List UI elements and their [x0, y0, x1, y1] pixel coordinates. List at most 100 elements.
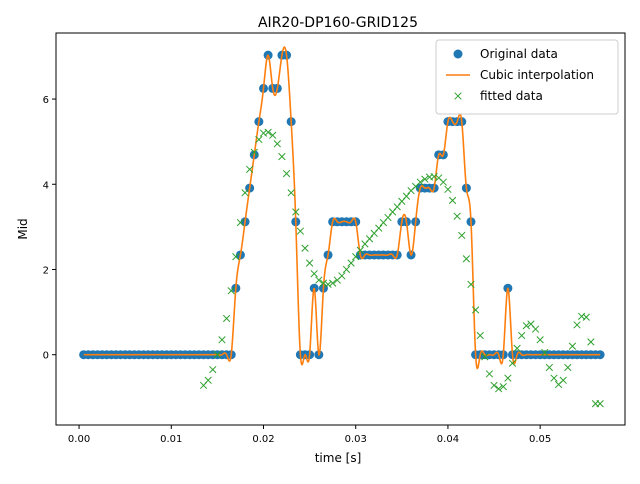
fitted-data-point [504, 374, 512, 382]
fitted-data-point [315, 276, 323, 284]
fitted-data-point [545, 363, 554, 372]
x-tick-label: 0.02 [252, 434, 274, 445]
fitted-data-point [439, 178, 447, 186]
fitted-data-point [430, 172, 438, 181]
fitted-data-point [513, 344, 521, 352]
y-tick-label: 4 [43, 180, 49, 191]
fitted-data-point [222, 314, 231, 323]
fitted-data-point [448, 196, 457, 205]
fitted-data-point [259, 129, 268, 137]
fitted-data-point [269, 131, 277, 139]
fitted-data-point [416, 178, 424, 186]
y-tick-label: 2 [43, 265, 49, 276]
fitted-data-point [264, 128, 272, 136]
fitted-data-point [356, 246, 364, 254]
fitted-data-point [287, 189, 295, 197]
fitted-data-point [531, 325, 540, 333]
x-axis-label: time [s] [315, 451, 362, 465]
fitted-data-point [204, 376, 212, 384]
fitted-data-point [467, 280, 475, 289]
fitted-data-point [232, 253, 240, 261]
fitted-data-point [319, 279, 328, 287]
fitted-data-point [518, 331, 526, 340]
y-tick-label: 6 [43, 95, 49, 106]
fitted-data-point [568, 342, 577, 350]
legend-entry: Cubic interpolation [446, 68, 594, 82]
fitted-data-point [296, 227, 305, 235]
fitted-data-point [301, 244, 309, 252]
legend-label: fitted data [480, 89, 543, 103]
fitted-data-point [310, 270, 318, 278]
fitted-data-point [282, 169, 291, 178]
fitted-data-point [365, 235, 374, 243]
x-tick-label: 0.04 [437, 434, 459, 445]
x-tick-label: 0.03 [345, 434, 367, 445]
fitted-data-point [485, 370, 494, 378]
fitted-data-point [347, 259, 355, 267]
fitted-data-point [209, 365, 217, 374]
fitted-data-point [384, 213, 392, 222]
fitted-data-point [338, 272, 346, 280]
legend-box [435, 39, 619, 115]
axes: 0.00 0.01 0.02 0.03 0.04 0.05 0 2 4 6 [43, 95, 552, 445]
fitted-data-point [559, 376, 567, 384]
legend-label: Cubic interpolation [480, 68, 594, 82]
x-tick-label: 0.05 [529, 434, 551, 445]
chart-title: AIR20-DP160-GRID125 [258, 15, 418, 31]
fitted-data-point [273, 140, 281, 148]
fitted-data-point [499, 382, 507, 391]
fitted-data-point [213, 351, 222, 359]
fitted-data-point [250, 148, 258, 156]
fitted-data-point [444, 185, 452, 194]
fitted-data-point [278, 152, 286, 161]
fitted-data-point [236, 218, 245, 227]
fitted-data-point [246, 165, 254, 174]
legend-label: Original data [480, 47, 558, 61]
legend-marker-fitted [454, 92, 462, 100]
fitted-data-point [578, 312, 586, 321]
y-tick-label: 0 [43, 351, 49, 362]
fitted-data-point [582, 313, 590, 321]
fitted-data-point [564, 363, 572, 372]
legend-entry: fitted data [454, 89, 543, 103]
fitted-data-point [495, 385, 503, 393]
fitted-data-point [255, 135, 263, 144]
plot-area [79, 46, 605, 408]
fitted-data-point [402, 192, 411, 200]
fitted-data-point [342, 265, 351, 274]
fitted-data-point [218, 336, 226, 344]
legend-marker-original [453, 49, 463, 59]
cubic-interpolation-line [83, 46, 601, 370]
x-tick-label: 0.00 [68, 434, 90, 445]
fitted-data-point [241, 189, 249, 197]
fitted-data-point [476, 331, 484, 340]
fitted-data-point [490, 381, 498, 390]
fitted-data-point [292, 208, 300, 216]
fitted-data-point [596, 400, 604, 408]
fitted-data-point [352, 253, 360, 261]
fitted-data-point [522, 322, 530, 330]
x-tick-label: 0.01 [160, 434, 182, 445]
fitted-data-point [550, 374, 558, 382]
fitted-data-point [458, 231, 466, 240]
fitted-data-point [421, 175, 429, 183]
fitted-data-point [573, 321, 581, 329]
fitted-data-point [453, 212, 461, 220]
y-axis-label: Mid [16, 218, 30, 239]
fitted-data-point [536, 336, 544, 344]
fitted-data-point [587, 338, 595, 346]
fitted-data-point [305, 259, 314, 267]
fitted-data-point [508, 359, 517, 367]
fitted-data-point [329, 279, 337, 287]
legend-entry: Original data [453, 47, 558, 61]
fitted-data-point [393, 203, 401, 211]
fitted-data-point [541, 348, 549, 357]
fitted-data-point [481, 353, 489, 361]
legend: Original data Cubic interpolation fitted d… [435, 39, 619, 115]
fitted-data-point [375, 224, 383, 232]
fitted-data-point [324, 280, 332, 289]
plot-frame [55, 32, 626, 426]
fitted-data-point [227, 287, 235, 295]
